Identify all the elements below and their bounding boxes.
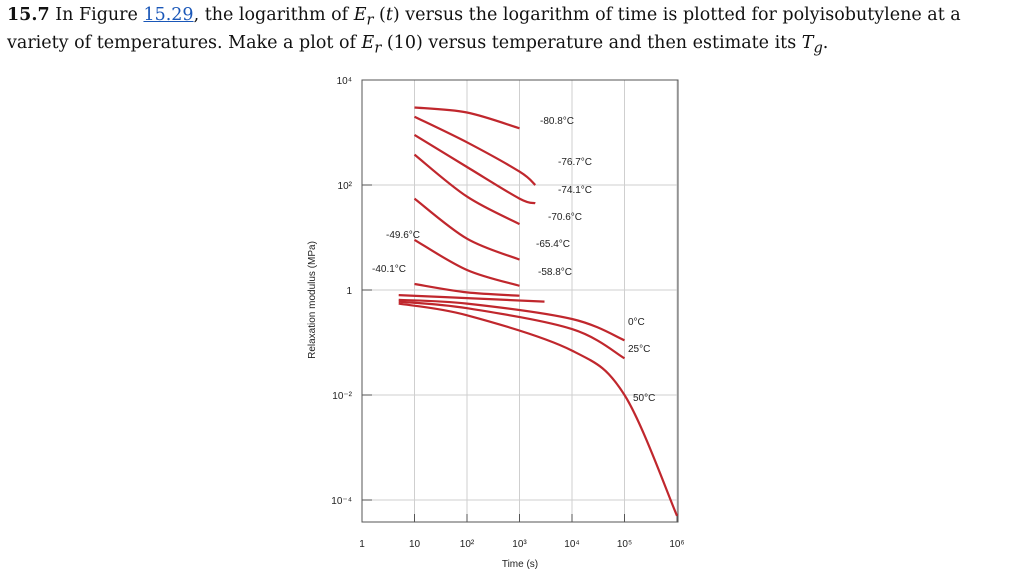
series-line xyxy=(413,133,536,205)
variable-r: r xyxy=(374,39,382,56)
series-label: -58.8°C xyxy=(538,267,572,278)
series-line xyxy=(398,300,626,360)
x-tick-label: 10⁴ xyxy=(564,539,579,550)
series-group xyxy=(398,106,679,517)
x-tick-label: 1 xyxy=(359,539,365,550)
series-label: 0°C xyxy=(628,317,645,328)
series-label: -80.8°C xyxy=(540,116,574,127)
series-label: -70.6°C xyxy=(548,212,582,223)
variable-t: T xyxy=(801,32,814,53)
variable-r: r xyxy=(366,11,374,29)
problem-text: . xyxy=(822,32,829,53)
series-line xyxy=(413,153,521,226)
problem-text: ) versus the logarithm of time is plotte… xyxy=(7,5,961,53)
x-axis-label: Time (s) xyxy=(502,559,538,570)
x-tick-label: 10⁵ xyxy=(617,539,632,550)
variable-g: g xyxy=(813,39,823,56)
x-tick-label: 10³ xyxy=(512,539,527,550)
series-label: -76.7°C xyxy=(558,157,592,168)
series-label: -49.6°C xyxy=(386,230,420,241)
series-line xyxy=(414,115,537,186)
x-tick-label: 10² xyxy=(460,539,475,550)
y-tick-label: 10⁻² xyxy=(332,391,352,402)
problem-statement: 15.7 In Figure 15.29, the logarithm of E… xyxy=(7,4,1019,59)
series-line xyxy=(414,282,520,297)
series-line xyxy=(414,106,520,130)
series-line xyxy=(398,294,545,303)
series-label: 50°C xyxy=(633,393,655,404)
series-line xyxy=(413,197,520,261)
variable-t: t xyxy=(385,5,393,25)
problem-number: 15.7 xyxy=(7,5,50,25)
variable-e: E xyxy=(353,5,367,25)
series-line xyxy=(398,302,679,517)
x-tick-label: 10⁶ xyxy=(669,539,684,550)
variable-e: E xyxy=(361,32,375,53)
series-line xyxy=(413,238,520,287)
y-tick-label: 10² xyxy=(338,181,353,192)
y-axis-label: Relaxation modulus (MPa) xyxy=(307,241,318,359)
series-label: 25°C xyxy=(628,344,650,355)
problem-text: (10) versus temperature and then estimat… xyxy=(381,32,802,53)
y-tick-label: 1 xyxy=(346,286,352,297)
figure-link[interactable]: 15.29 xyxy=(143,5,194,25)
y-tick-label: 10⁴ xyxy=(337,76,352,87)
problem-text: In Figure xyxy=(55,5,144,25)
problem-text: ( xyxy=(373,5,386,25)
x-tick-label: 10 xyxy=(409,539,421,550)
plot-frame xyxy=(361,79,679,523)
series-labels: -80.8°C -76.7°C -74.1°C -70.6°C -65.4°C -58.8… xyxy=(372,116,655,404)
tick-labels: 1 10 10² 10³ 10⁴ 10⁵ 10⁶ 10⁴ 10² 1 10⁻² 10⁻⁴ xyxy=(331,76,684,550)
y-tick-label: 10⁻⁴ xyxy=(331,496,352,507)
series-label: -65.4°C xyxy=(536,239,570,250)
series-label: -40.1°C xyxy=(372,264,406,275)
series-label: -74.1°C xyxy=(558,185,592,196)
problem-text: , the logarithm of xyxy=(193,5,354,25)
series-line xyxy=(398,298,625,342)
